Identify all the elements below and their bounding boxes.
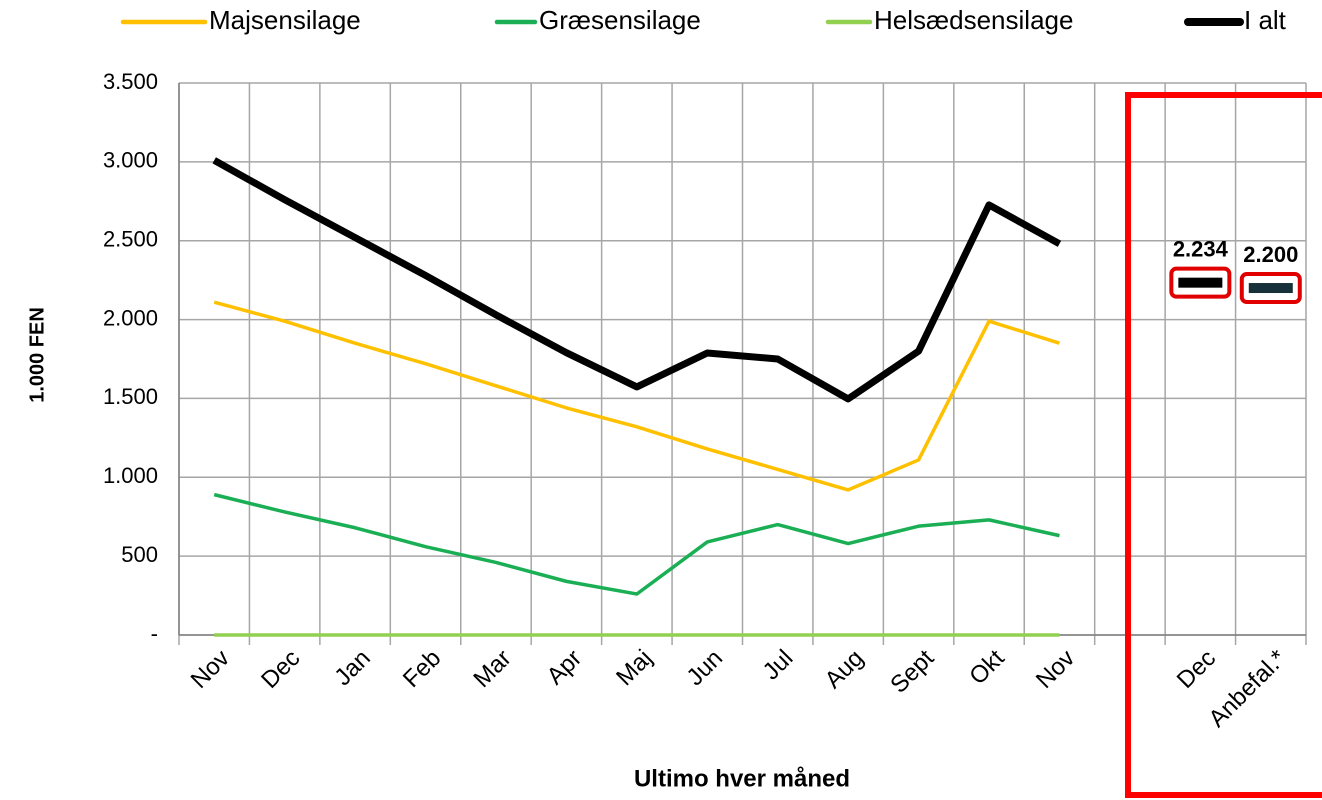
highlight-frame [1125,92,1322,798]
legend-label: Græsensilage [539,5,701,35]
data-label: 2.234 [1173,236,1229,261]
data-label: 2.200 [1243,242,1298,267]
series-line [212,157,1062,403]
x-tick-label: Aug [820,645,869,694]
x-tick-label: Nov [186,645,235,694]
y-tick-label: 2.000 [103,305,158,330]
x-tick-label: Feb [398,645,446,693]
marker-box [1239,272,1302,305]
y-tick-label: 1.500 [103,384,158,409]
x-axis-title: Ultimo hver måned [634,765,850,792]
y-tick-label: 500 [121,542,158,567]
x-tick-label: Jan [329,645,375,691]
marker-box [1169,266,1232,299]
legend-label: Majsensilage [209,5,361,35]
x-tick-label: Mar [468,645,516,693]
y-tick-label: 2.500 [103,227,158,252]
series-line [213,492,1060,596]
legend-label: I alt [1244,5,1287,35]
y-tick-label: 3.500 [103,69,158,94]
x-tick-label: Jul [758,645,799,686]
x-tick-label: Sept [885,644,939,698]
y-tick-label: - [151,621,158,646]
x-tick-label: Dec [256,645,305,694]
x-tick-label: Jun [682,645,728,691]
x-tick-label: Dec [1172,645,1221,694]
legend-label: Helsædsensilage [874,5,1073,35]
x-tick-label: Apr [542,645,588,691]
x-tick-label: Nov [1031,645,1080,694]
series-line [213,300,1060,492]
y-tick-label: 3.000 [103,148,158,173]
highlight-marker [1248,283,1293,294]
x-tick-label: Maj [611,645,657,691]
highlight-marker [1178,277,1223,288]
y-axis-title: 1.000 FEN [26,307,48,403]
x-tick-label: Okt [964,644,1010,690]
x-tick-label: Anbefal.* [1204,645,1292,733]
y-tick-label: 1.000 [103,463,158,488]
